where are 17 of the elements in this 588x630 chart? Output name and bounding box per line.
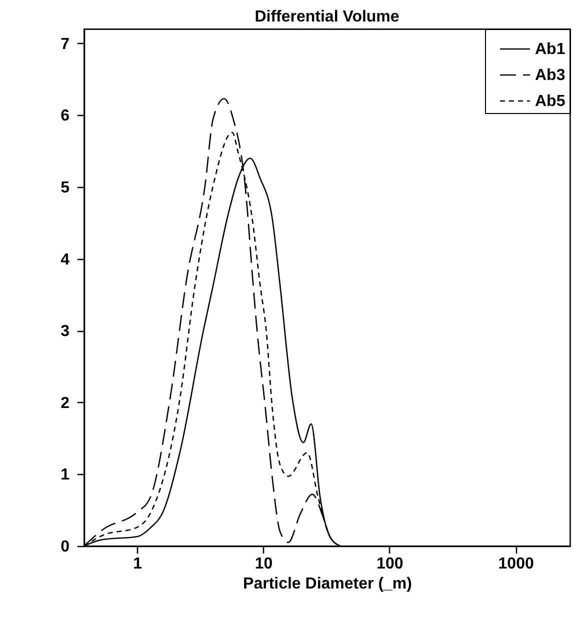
x-tick-label: 1 xyxy=(133,556,142,572)
y-tick-label: 7 xyxy=(60,36,70,53)
y-tick-label: 6 xyxy=(60,108,70,125)
x-tick-label: 100 xyxy=(376,556,404,572)
legend-label: Ab5 xyxy=(535,93,566,110)
y-tick-label: 2 xyxy=(60,394,70,412)
x-tick-label: 1000 xyxy=(498,556,534,572)
y-tick-label: 0 xyxy=(60,538,70,556)
chart-title: Differential Volume xyxy=(254,8,400,26)
y-tick-label: 5 xyxy=(60,179,70,196)
y-tick-label: 4 xyxy=(60,251,70,268)
legend-label: Ab3 xyxy=(535,67,566,84)
x-axis-title: Particle Diameter (_m) xyxy=(243,576,412,592)
y-tick-label: 1 xyxy=(60,466,70,484)
y-tick-label: 3 xyxy=(60,323,70,340)
legend-label: Ab1 xyxy=(535,41,566,58)
x-tick-label: 10 xyxy=(254,556,273,572)
